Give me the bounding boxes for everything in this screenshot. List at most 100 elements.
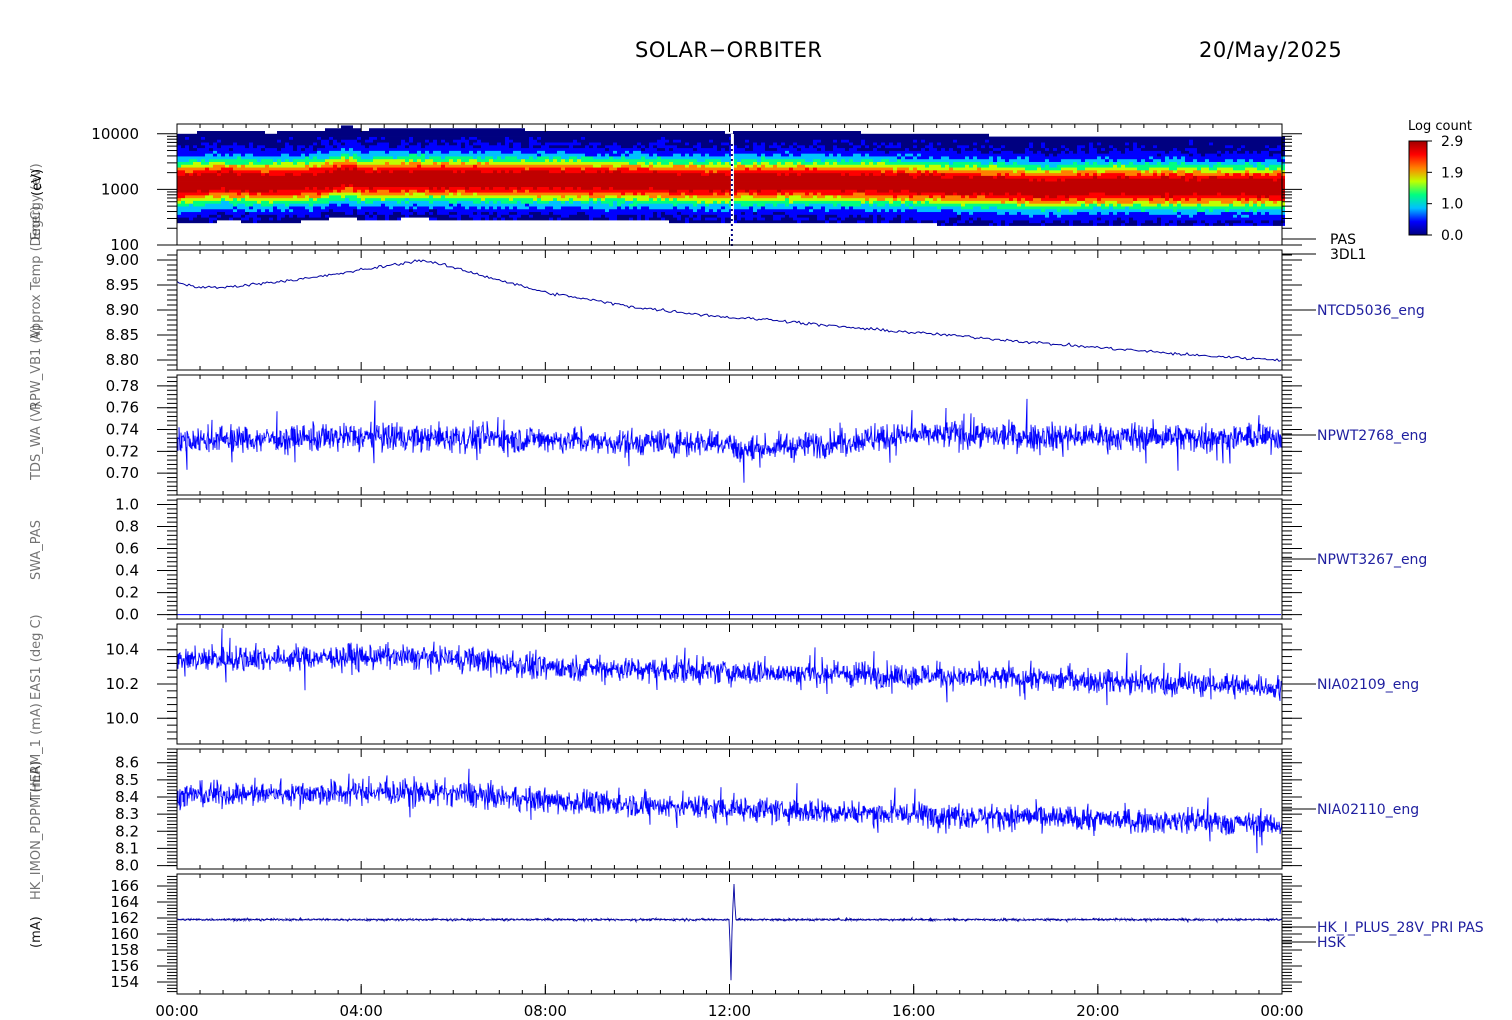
- heatmap-cell: [373, 217, 377, 221]
- heatmap-cell: [237, 139, 241, 143]
- heatmap-cell: [681, 136, 685, 140]
- heatmap-cell: [701, 192, 705, 196]
- heatmap-cell: [553, 131, 557, 135]
- heatmap-cell: [437, 169, 441, 174]
- heatmap-cell: [673, 131, 677, 135]
- heatmap-cell: [381, 217, 385, 221]
- heatmap-cell: [533, 131, 537, 135]
- heatmap-cell: [309, 178, 313, 182]
- heatmap-cell: [553, 178, 557, 182]
- heatmap-cell: [661, 172, 665, 176]
- heatmap-cell: [761, 169, 765, 174]
- heatmap-cell: [685, 161, 689, 165]
- heatmap-cell: [321, 142, 325, 146]
- heatmap-cell: [509, 169, 513, 174]
- heatmap-cell: [565, 183, 569, 188]
- heatmap-cell: [573, 194, 577, 199]
- heatmap-cell: [465, 217, 469, 221]
- heatmap-cell: [341, 214, 345, 218]
- heatmap-cell: [537, 197, 541, 201]
- heatmap-cell: [641, 131, 645, 135]
- heatmap-cell: [485, 172, 489, 176]
- heatmap-cell: [377, 167, 381, 171]
- heatmap-cell: [477, 194, 481, 199]
- heatmap-cell: [353, 172, 357, 176]
- heatmap-cell: [613, 150, 617, 154]
- heatmap-cell: [185, 186, 189, 190]
- heatmap-cell: [685, 133, 689, 137]
- heatmap-cell: [257, 203, 261, 207]
- heatmap-cell: [557, 200, 561, 204]
- heatmap-cell: [305, 208, 309, 213]
- heatmap-cell: [645, 208, 649, 213]
- heatmap-cell: [689, 211, 693, 215]
- heatmap-cell: [181, 142, 185, 146]
- heatmap-cell: [469, 203, 473, 207]
- heatmap-cell: [229, 208, 233, 213]
- heatmap-cell: [725, 144, 729, 149]
- heatmap-cell: [629, 150, 633, 154]
- heatmap-cell: [661, 192, 665, 196]
- heatmap-cell: [221, 136, 225, 140]
- heatmap-cell: [397, 133, 401, 137]
- heatmap-cell: [709, 214, 713, 218]
- heatmap-cell: [257, 197, 261, 201]
- heatmap-cell: [757, 203, 761, 207]
- heatmap-cell: [657, 175, 661, 179]
- heatmap-cell: [765, 131, 769, 135]
- heatmap-cell: [717, 139, 721, 143]
- heatmap-cell: [625, 181, 629, 185]
- heatmap-cell: [477, 131, 481, 135]
- heatmap-cell: [613, 183, 617, 188]
- heatmap-cell: [401, 200, 405, 204]
- heatmap-cell: [269, 194, 273, 199]
- heatmap-cell: [265, 211, 269, 215]
- heatmap-cell: [485, 206, 489, 210]
- heatmap-cell: [657, 189, 661, 193]
- heatmap-cell: [733, 133, 737, 137]
- heatmap-cell: [505, 156, 509, 160]
- heatmap-cell: [749, 206, 753, 210]
- heatmap-cell: [417, 200, 421, 204]
- heatmap-cell: [525, 203, 529, 207]
- heatmap-cell: [525, 217, 529, 221]
- heatmap-cell: [353, 167, 357, 171]
- heatmap-cell: [309, 183, 313, 188]
- heatmap-cell: [741, 175, 745, 179]
- heatmap-cell: [189, 183, 193, 188]
- heatmap-cell: [569, 181, 573, 185]
- heatmap-cell: [329, 192, 333, 196]
- heatmap-cell: [213, 158, 217, 162]
- heatmap-cell: [757, 211, 761, 215]
- heatmap-cell: [653, 164, 657, 168]
- heatmap-cell: [281, 161, 285, 165]
- heatmap-cell: [765, 206, 769, 210]
- heatmap-cell: [217, 158, 221, 162]
- heatmap-cell: [573, 197, 577, 201]
- heatmap-cell: [573, 139, 577, 143]
- heatmap-cell: [709, 147, 713, 151]
- heatmap-cell: [261, 142, 265, 146]
- heatmap-cell: [193, 206, 197, 210]
- heatmap-cell: [193, 139, 197, 143]
- heatmap-cell: [565, 214, 569, 218]
- heatmap-cell: [577, 153, 581, 157]
- heatmap-cell: [345, 183, 349, 188]
- heatmap-cell: [193, 214, 197, 218]
- heatmap-cell: [261, 197, 265, 201]
- heatmap-cell: [213, 186, 217, 190]
- heatmap-cell: [645, 211, 649, 215]
- heatmap-cell: [637, 136, 641, 140]
- heatmap-cell: [217, 153, 221, 157]
- heatmap-cell: [361, 147, 365, 151]
- heatmap-cell: [449, 181, 453, 185]
- heatmap-cell: [477, 144, 481, 149]
- heatmap-cell: [749, 194, 753, 199]
- heatmap-cell: [609, 181, 613, 185]
- heatmap-cell: [577, 214, 581, 218]
- heatmap-cell: [445, 144, 449, 149]
- heatmap-cell: [561, 189, 565, 193]
- heatmap-cell: [761, 150, 765, 154]
- heatmap-cell: [197, 217, 201, 221]
- heatmap-cell: [253, 208, 257, 213]
